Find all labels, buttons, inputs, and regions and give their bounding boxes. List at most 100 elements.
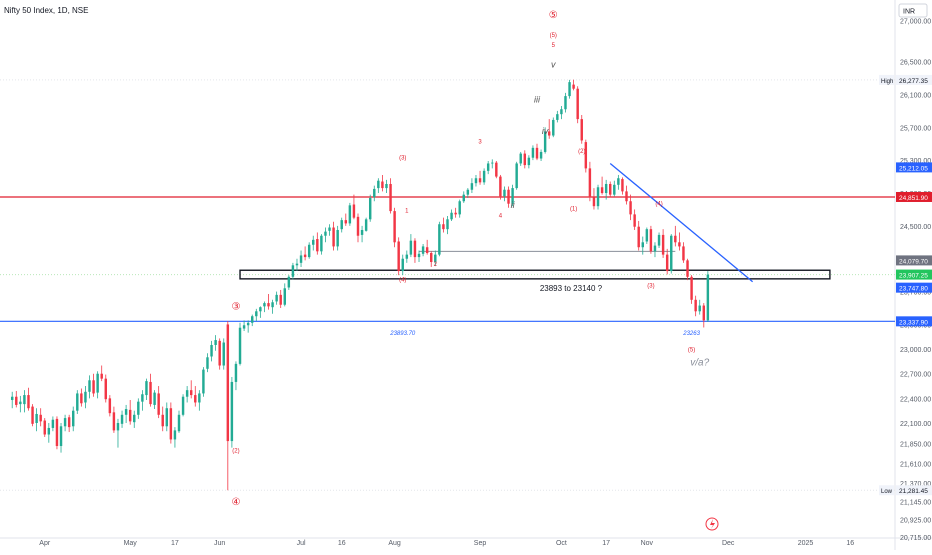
candle-body xyxy=(194,395,197,403)
x-tick-label: Oct xyxy=(556,540,567,547)
candle-body xyxy=(633,214,636,227)
wave-label: 5 xyxy=(552,43,556,49)
candle-body xyxy=(421,246,425,254)
candle-body xyxy=(482,170,486,183)
price-tag xyxy=(896,282,932,293)
candle-body xyxy=(702,305,706,321)
candle-body xyxy=(531,147,535,158)
y-tick-label: 25,700.00 xyxy=(900,125,931,132)
candle-body xyxy=(588,168,592,198)
candle-body xyxy=(425,247,429,253)
candle-body xyxy=(19,401,22,405)
candle-body xyxy=(181,396,185,415)
candle-body xyxy=(556,114,559,120)
candle-body xyxy=(690,276,693,300)
y-tick-label: 22,100.00 xyxy=(900,421,931,428)
candle-body xyxy=(454,212,457,215)
candle-body xyxy=(222,342,225,366)
candle-body xyxy=(511,188,514,204)
candle-body xyxy=(397,241,400,272)
candle-body xyxy=(450,212,453,220)
candle-body xyxy=(307,244,311,258)
candle-body xyxy=(373,188,376,198)
candle-body xyxy=(515,163,518,189)
candle-body xyxy=(706,274,710,321)
level-tag xyxy=(879,485,894,496)
candle-body xyxy=(108,398,112,414)
candle-body xyxy=(499,176,502,197)
x-tick-label: 17 xyxy=(171,540,179,547)
wave-label: ii xyxy=(511,200,516,210)
candle-body xyxy=(609,183,612,195)
candle-body xyxy=(657,234,661,246)
candle-body xyxy=(295,263,299,266)
candle-body xyxy=(678,242,681,247)
candle-body xyxy=(393,211,396,243)
candle-body xyxy=(653,245,657,252)
candle-body xyxy=(661,234,665,255)
candle-body xyxy=(694,299,697,312)
candle-body xyxy=(76,393,79,411)
candle-body xyxy=(214,340,217,345)
y-tick-label: 20,715.00 xyxy=(900,535,931,542)
candle-body xyxy=(527,157,531,166)
y-tick-label: 22,400.00 xyxy=(900,396,931,403)
candle-body xyxy=(580,119,583,141)
candle-body xyxy=(116,423,120,431)
y-tick-label: 21,850.00 xyxy=(900,442,931,449)
candle-body xyxy=(157,393,160,415)
x-tick-label: Jun xyxy=(214,540,225,547)
candle-body xyxy=(316,239,319,252)
candle-body xyxy=(153,392,156,405)
price-tag xyxy=(896,269,932,280)
candle-body xyxy=(141,394,144,402)
candle-body xyxy=(55,418,59,447)
wave-label: (4) xyxy=(399,278,406,284)
candle-body xyxy=(344,220,348,224)
wave-label: ③ xyxy=(231,302,240,313)
candle-body xyxy=(478,178,482,183)
candle-body xyxy=(206,357,209,369)
candle-body xyxy=(177,414,181,432)
candle-body xyxy=(360,229,364,235)
candle-body xyxy=(88,380,91,392)
candle-body xyxy=(584,142,588,169)
candle-body xyxy=(560,109,563,115)
y-tick-label: 20,925.00 xyxy=(900,518,931,525)
wave-label: 2 xyxy=(434,262,438,268)
currency-badge-label: INR xyxy=(903,9,915,16)
candle-body xyxy=(466,189,470,195)
candle-body xyxy=(246,322,250,326)
candle-body xyxy=(324,231,327,236)
candle-body xyxy=(287,276,291,288)
candle-body xyxy=(495,162,498,177)
candle-body xyxy=(283,288,286,305)
lightning-icon xyxy=(705,517,719,531)
candle-body xyxy=(470,183,474,190)
candle-body xyxy=(486,163,490,171)
y-tick-label: 24,500.00 xyxy=(900,224,931,231)
candle-body xyxy=(124,409,128,415)
candle-body xyxy=(592,197,596,207)
candle-body xyxy=(230,381,234,442)
y-tick-label: 23,000.00 xyxy=(900,347,931,354)
candle-body xyxy=(218,340,221,366)
candle-body xyxy=(613,184,616,195)
trend-line xyxy=(609,162,754,283)
candle-body xyxy=(364,219,368,231)
wave-label: iv xyxy=(542,126,549,136)
candle-body xyxy=(120,414,124,424)
candle-body xyxy=(604,183,608,194)
price-tag-label: 25,212.05 xyxy=(899,165,928,172)
candle-body xyxy=(637,226,640,248)
candle-body xyxy=(63,418,67,427)
candle-body xyxy=(535,147,539,159)
y-tick-label: 21,610.00 xyxy=(900,461,931,468)
candle-body xyxy=(491,162,494,164)
wave-label: 3 xyxy=(478,140,482,146)
candle-body xyxy=(596,187,600,207)
candle-body xyxy=(279,294,282,305)
candle-body xyxy=(621,179,624,192)
level-price-tag xyxy=(896,316,932,327)
